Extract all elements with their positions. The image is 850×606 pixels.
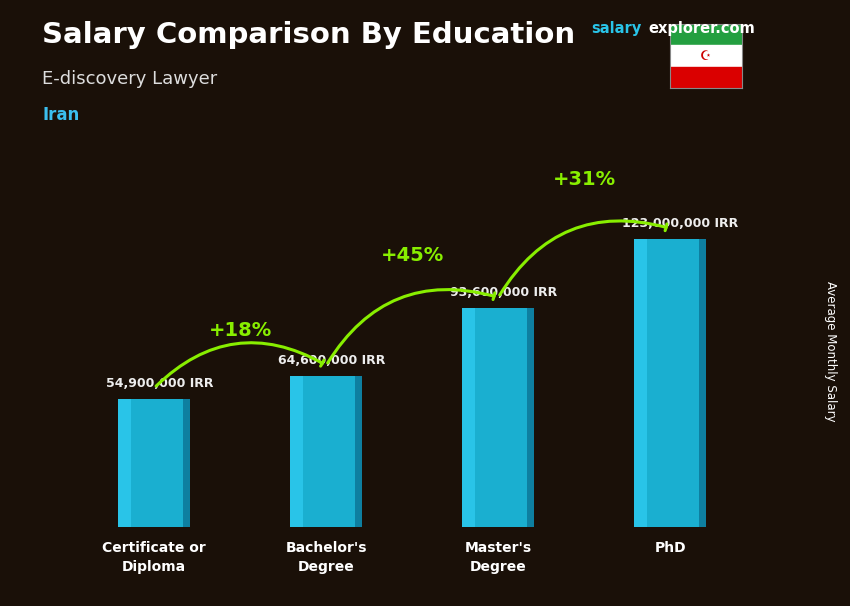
Bar xyxy=(462,308,475,527)
Bar xyxy=(527,308,535,527)
Text: Salary Comparison By Education: Salary Comparison By Education xyxy=(42,21,575,49)
Text: +31%: +31% xyxy=(552,170,616,188)
Text: explorer.com: explorer.com xyxy=(649,21,756,36)
Bar xyxy=(670,67,742,88)
Text: 123,000,000 IRR: 123,000,000 IRR xyxy=(622,217,739,230)
Text: 54,900,000 IRR: 54,900,000 IRR xyxy=(106,377,213,390)
Text: 93,600,000 IRR: 93,600,000 IRR xyxy=(450,286,558,299)
Bar xyxy=(462,308,535,527)
Bar xyxy=(290,376,362,527)
Bar xyxy=(118,399,131,527)
Text: salary: salary xyxy=(591,21,641,36)
Bar xyxy=(355,376,362,527)
Bar xyxy=(700,239,706,527)
Bar xyxy=(183,399,190,527)
Bar xyxy=(634,239,706,527)
Text: Iran: Iran xyxy=(42,106,80,124)
Bar xyxy=(290,376,303,527)
Text: ☪: ☪ xyxy=(700,50,711,62)
Text: +45%: +45% xyxy=(381,245,444,265)
Text: +18%: +18% xyxy=(208,321,272,339)
Bar xyxy=(670,24,742,45)
Bar xyxy=(634,239,647,527)
Text: Average Monthly Salary: Average Monthly Salary xyxy=(824,281,837,422)
Text: 64,600,000 IRR: 64,600,000 IRR xyxy=(278,354,385,367)
Bar xyxy=(670,45,742,67)
Text: E-discovery Lawyer: E-discovery Lawyer xyxy=(42,70,218,88)
Bar xyxy=(118,399,190,527)
